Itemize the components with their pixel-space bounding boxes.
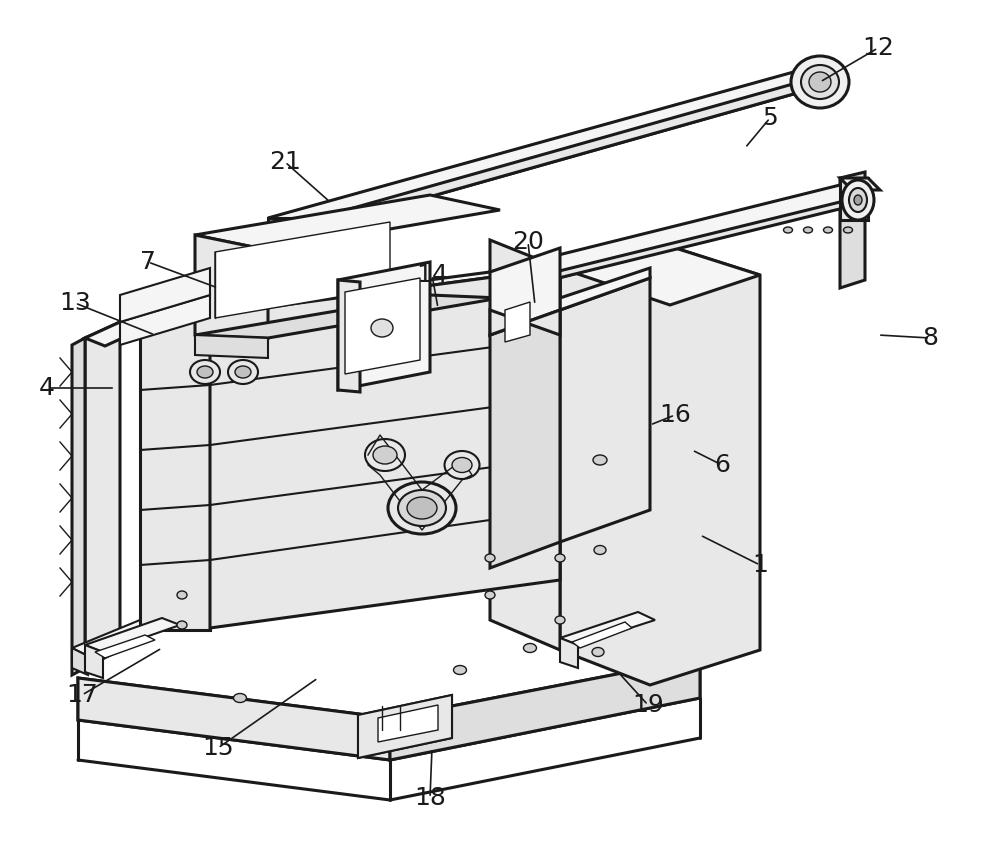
Polygon shape	[268, 218, 305, 242]
Ellipse shape	[388, 482, 456, 534]
Polygon shape	[85, 645, 103, 678]
Ellipse shape	[844, 227, 852, 233]
Polygon shape	[358, 695, 452, 758]
Ellipse shape	[444, 451, 480, 479]
Text: 12: 12	[862, 36, 894, 60]
Polygon shape	[358, 695, 452, 758]
Polygon shape	[490, 240, 560, 650]
Text: 20: 20	[512, 230, 544, 254]
Polygon shape	[572, 622, 632, 648]
Text: 16: 16	[659, 403, 691, 427]
Ellipse shape	[365, 439, 405, 471]
Polygon shape	[490, 248, 560, 335]
Text: 4: 4	[39, 376, 55, 400]
Polygon shape	[505, 302, 530, 342]
Polygon shape	[195, 295, 500, 338]
Ellipse shape	[398, 490, 446, 526]
Ellipse shape	[854, 195, 862, 205]
Polygon shape	[338, 280, 360, 392]
Ellipse shape	[592, 648, 604, 656]
Text: 18: 18	[414, 786, 446, 810]
Ellipse shape	[373, 446, 397, 464]
Ellipse shape	[407, 497, 437, 519]
Ellipse shape	[371, 319, 393, 337]
Polygon shape	[560, 240, 760, 305]
Ellipse shape	[454, 666, 466, 675]
Ellipse shape	[197, 366, 213, 378]
Ellipse shape	[842, 180, 874, 220]
Polygon shape	[95, 635, 155, 658]
Polygon shape	[840, 172, 865, 288]
Ellipse shape	[555, 616, 565, 624]
Polygon shape	[72, 620, 155, 656]
Polygon shape	[390, 658, 700, 760]
Polygon shape	[210, 268, 560, 628]
Ellipse shape	[849, 188, 867, 212]
Polygon shape	[195, 335, 268, 358]
Polygon shape	[78, 658, 700, 760]
Text: 15: 15	[202, 736, 234, 760]
Polygon shape	[560, 638, 578, 668]
Text: 1: 1	[752, 553, 768, 577]
Polygon shape	[72, 338, 85, 675]
Ellipse shape	[555, 554, 565, 562]
Ellipse shape	[801, 65, 839, 99]
Text: 7: 7	[140, 250, 156, 274]
Ellipse shape	[824, 227, 832, 233]
Polygon shape	[560, 268, 650, 310]
Ellipse shape	[452, 457, 472, 473]
Polygon shape	[140, 268, 560, 318]
Polygon shape	[195, 235, 268, 338]
Ellipse shape	[190, 360, 220, 384]
Polygon shape	[78, 678, 390, 760]
Polygon shape	[345, 278, 420, 374]
Polygon shape	[560, 240, 760, 685]
Text: 17: 17	[66, 683, 98, 707]
Polygon shape	[378, 705, 438, 742]
Polygon shape	[120, 295, 210, 345]
Polygon shape	[120, 268, 210, 322]
Text: 5: 5	[762, 106, 778, 130]
Text: 13: 13	[59, 291, 91, 315]
Polygon shape	[85, 618, 180, 652]
Ellipse shape	[228, 360, 258, 384]
Polygon shape	[215, 222, 390, 318]
Ellipse shape	[177, 621, 187, 629]
Ellipse shape	[791, 56, 849, 108]
Ellipse shape	[485, 554, 495, 562]
Ellipse shape	[234, 694, 246, 702]
Polygon shape	[195, 195, 500, 250]
Polygon shape	[72, 648, 88, 675]
Polygon shape	[268, 68, 836, 232]
Polygon shape	[338, 262, 430, 390]
Polygon shape	[490, 310, 560, 568]
Polygon shape	[840, 178, 868, 220]
Polygon shape	[85, 322, 140, 346]
Polygon shape	[140, 315, 210, 630]
Polygon shape	[490, 185, 868, 288]
Polygon shape	[840, 178, 880, 190]
Ellipse shape	[784, 227, 792, 233]
Text: 21: 21	[269, 150, 301, 174]
Text: 19: 19	[632, 693, 664, 717]
Ellipse shape	[177, 591, 187, 599]
Ellipse shape	[524, 643, 536, 653]
Ellipse shape	[593, 455, 607, 465]
Ellipse shape	[804, 227, 812, 233]
Text: 8: 8	[922, 326, 938, 350]
Polygon shape	[490, 310, 560, 335]
Ellipse shape	[235, 366, 251, 378]
Ellipse shape	[594, 546, 606, 554]
Text: 6: 6	[714, 453, 730, 477]
Ellipse shape	[485, 591, 495, 599]
Text: 14: 14	[416, 263, 448, 287]
Polygon shape	[85, 322, 120, 668]
Polygon shape	[560, 612, 655, 645]
Polygon shape	[268, 82, 836, 232]
Polygon shape	[490, 202, 868, 288]
Polygon shape	[560, 278, 650, 542]
Ellipse shape	[809, 72, 831, 92]
